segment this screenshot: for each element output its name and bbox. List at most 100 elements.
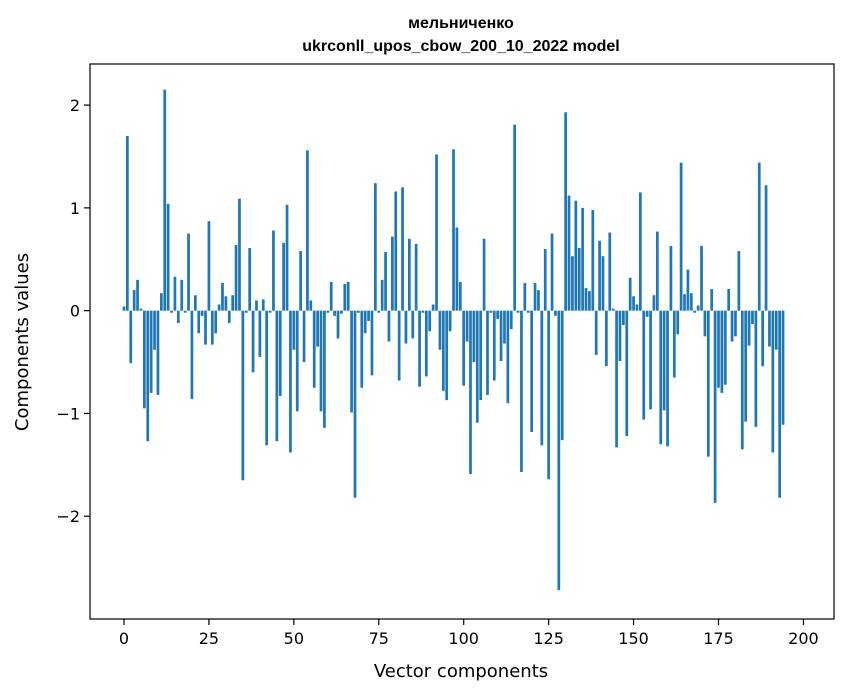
bar bbox=[727, 289, 731, 311]
bar bbox=[146, 310, 150, 442]
y-tick-label: 2 bbox=[70, 96, 80, 115]
bar bbox=[407, 238, 411, 311]
bar bbox=[227, 310, 231, 323]
bar bbox=[649, 310, 652, 410]
bar bbox=[564, 112, 567, 311]
bar bbox=[639, 192, 642, 311]
bar bbox=[193, 295, 197, 311]
bar bbox=[435, 154, 438, 311]
bar bbox=[391, 236, 394, 311]
bar bbox=[238, 198, 241, 311]
bar bbox=[431, 304, 435, 311]
bar bbox=[594, 310, 598, 355]
bar bbox=[411, 310, 415, 339]
bar bbox=[265, 310, 269, 446]
bar bbox=[302, 310, 306, 363]
bar bbox=[734, 310, 737, 337]
bar bbox=[346, 281, 350, 311]
bar bbox=[204, 310, 207, 345]
bar bbox=[713, 310, 717, 503]
bar bbox=[513, 124, 517, 311]
bar bbox=[683, 294, 686, 311]
bar bbox=[149, 310, 153, 393]
bar bbox=[781, 310, 785, 425]
bar bbox=[214, 310, 218, 334]
bar bbox=[672, 310, 676, 378]
bar bbox=[632, 296, 635, 311]
bar bbox=[462, 310, 466, 386]
bar bbox=[655, 231, 659, 311]
bar bbox=[509, 310, 513, 330]
bar bbox=[496, 310, 500, 319]
bar bbox=[744, 310, 748, 422]
bar bbox=[255, 300, 258, 311]
bar bbox=[717, 310, 720, 388]
bar bbox=[615, 310, 618, 448]
bar bbox=[516, 310, 520, 313]
bar bbox=[278, 310, 282, 396]
bar bbox=[567, 195, 571, 311]
bar bbox=[581, 207, 584, 311]
bar bbox=[689, 293, 693, 311]
bar bbox=[268, 310, 272, 313]
bar bbox=[357, 310, 360, 313]
bar bbox=[173, 276, 177, 311]
bar bbox=[761, 310, 765, 367]
y-axis-ticks: 2 1 0 −1 −2 bbox=[56, 96, 90, 526]
bar bbox=[526, 310, 530, 313]
bar bbox=[129, 310, 133, 364]
bar bbox=[768, 310, 771, 347]
bar bbox=[404, 310, 408, 344]
bar bbox=[486, 310, 489, 395]
bar bbox=[217, 304, 221, 311]
bar bbox=[231, 295, 235, 311]
bar bbox=[774, 310, 778, 350]
bar bbox=[309, 300, 313, 311]
bar bbox=[469, 310, 472, 475]
bar bbox=[319, 310, 323, 412]
x-tick-label: 50 bbox=[284, 629, 304, 648]
bar bbox=[588, 291, 591, 311]
bar bbox=[340, 310, 343, 314]
bar bbox=[584, 288, 588, 311]
bar bbox=[374, 183, 377, 311]
bar bbox=[136, 279, 139, 311]
bar bbox=[730, 310, 734, 342]
bar bbox=[380, 279, 384, 311]
bar bbox=[187, 233, 190, 311]
bar bbox=[258, 310, 262, 357]
bar bbox=[560, 310, 564, 441]
bar bbox=[424, 310, 428, 377]
bar bbox=[329, 281, 333, 311]
bar bbox=[530, 310, 533, 432]
bar bbox=[533, 282, 537, 311]
bar bbox=[458, 281, 462, 311]
bar bbox=[367, 310, 370, 321]
bar bbox=[190, 310, 194, 400]
bar bbox=[122, 306, 126, 311]
bar bbox=[132, 290, 136, 311]
chart-title-line-1: мельниченко bbox=[408, 15, 514, 32]
bar bbox=[723, 310, 727, 385]
bar bbox=[482, 238, 486, 311]
bar bbox=[700, 245, 703, 311]
x-axis-label: Vector components bbox=[374, 661, 548, 682]
bar bbox=[234, 244, 238, 311]
bar bbox=[605, 310, 608, 367]
bar bbox=[180, 279, 184, 311]
bar bbox=[333, 310, 336, 316]
bar bbox=[489, 310, 493, 313]
bar bbox=[350, 310, 353, 413]
bar bbox=[159, 293, 163, 311]
bar bbox=[166, 203, 170, 311]
bar bbox=[200, 310, 204, 316]
bar bbox=[139, 308, 143, 311]
y-tick-label: 0 bbox=[70, 302, 80, 321]
bar bbox=[360, 310, 364, 388]
bar bbox=[289, 310, 292, 453]
bar bbox=[261, 299, 265, 311]
bar bbox=[659, 310, 663, 445]
chart-title-line-2: ukrconll_upos_cbow_200_10_2022 model bbox=[302, 38, 619, 55]
bar bbox=[251, 310, 255, 373]
bar bbox=[394, 191, 398, 311]
